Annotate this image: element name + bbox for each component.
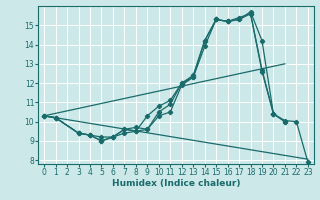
X-axis label: Humidex (Indice chaleur): Humidex (Indice chaleur) [112, 179, 240, 188]
